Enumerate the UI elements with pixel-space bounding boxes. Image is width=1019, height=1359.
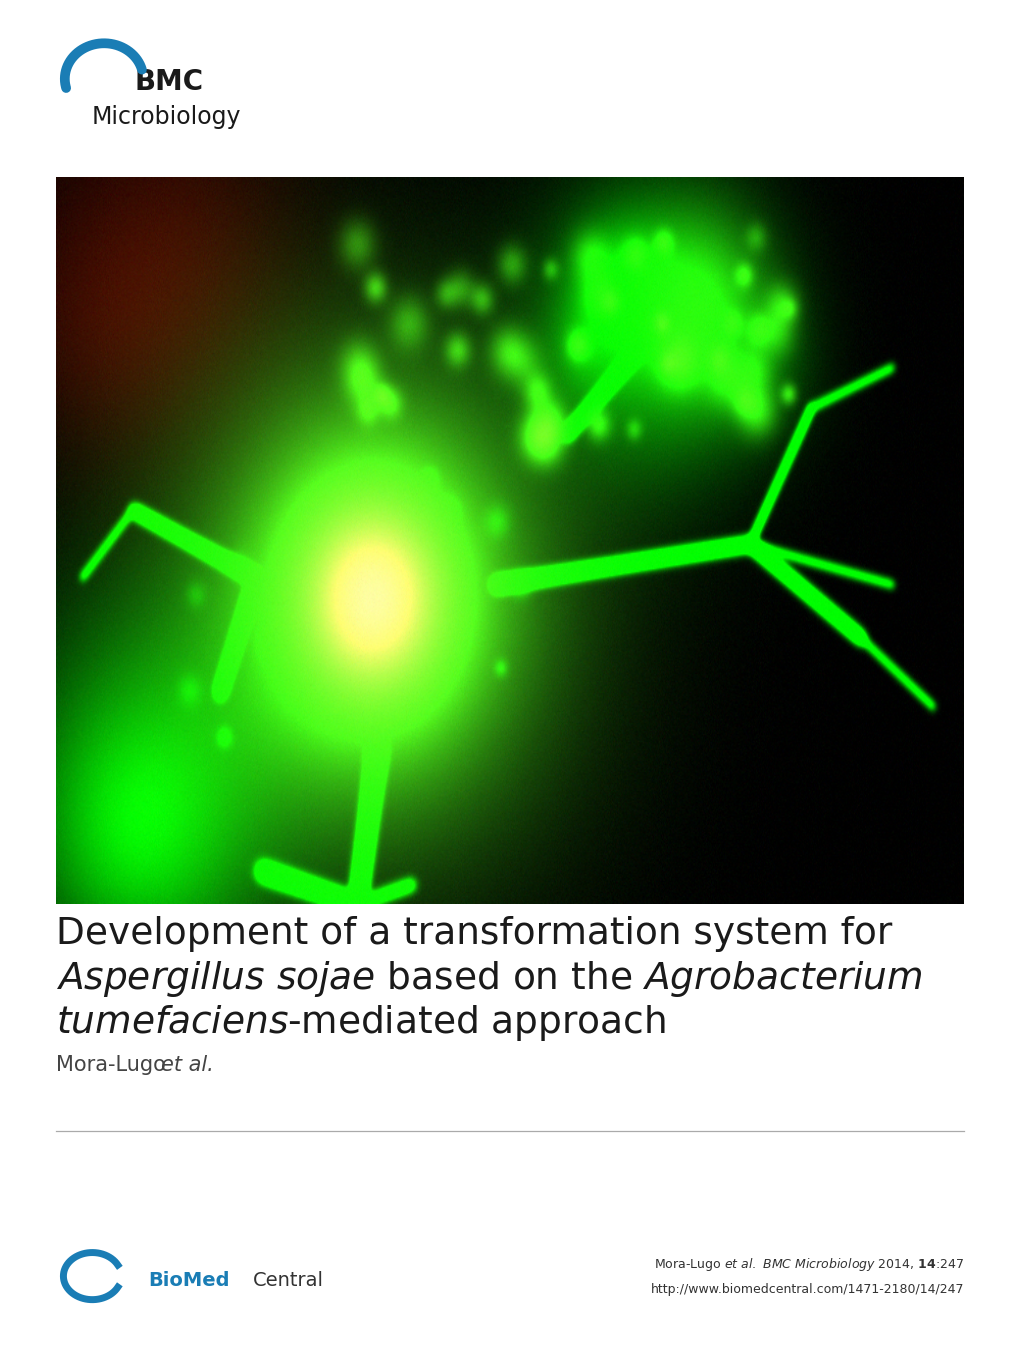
Text: Mora-Lugo $\it{et\ al.\ BMC\ Microbiology}$ 2014, $\bf{14}$:247: Mora-Lugo $\it{et\ al.\ BMC\ Microbiolog… (653, 1256, 963, 1273)
Text: Mora-Lugo: Mora-Lugo (56, 1055, 172, 1075)
Text: Central: Central (253, 1271, 324, 1290)
Text: BMC: BMC (135, 68, 204, 95)
Text: http://www.biomedcentral.com/1471-2180/14/247: http://www.biomedcentral.com/1471-2180/1… (650, 1283, 963, 1296)
Text: et al.: et al. (161, 1055, 214, 1075)
Text: $\it{Aspergillus\ sojae}$ based on the $\it{Agrobacterium}$: $\it{Aspergillus\ sojae}$ based on the $… (56, 959, 922, 999)
Text: Microbiology: Microbiology (92, 105, 242, 129)
Text: Development of a transformation system for: Development of a transformation system f… (56, 916, 892, 951)
Text: $\it{tumefaciens}$-mediated approach: $\it{tumefaciens}$-mediated approach (56, 1003, 665, 1042)
Text: BioMed: BioMed (148, 1271, 229, 1290)
